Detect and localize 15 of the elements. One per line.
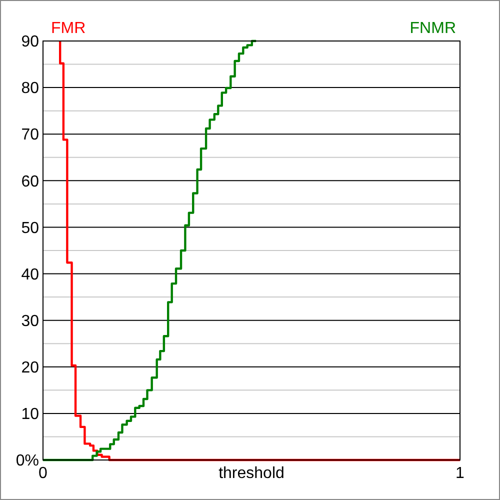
y-tick-label: 90 (21, 34, 40, 51)
y-tick-label: 20 (21, 359, 40, 376)
y-tick-label: 10 (21, 406, 40, 424)
y-tick-label: 60 (21, 173, 40, 190)
y-tick-label: 80 (21, 80, 40, 98)
y-tick-label: 0% (16, 452, 39, 470)
x-tick-label: 0 (38, 465, 48, 482)
series-label: FMR (51, 20, 86, 37)
y-tick-label: 70 (21, 126, 40, 144)
x-axis-title: threshold (218, 465, 284, 482)
text: FNMR (410, 20, 456, 37)
y-tick-label: 40 (21, 266, 40, 284)
x-tick-label: 1 (456, 465, 465, 482)
y-tick-label: 50 (21, 220, 40, 237)
y-tick-label: 30 (21, 312, 40, 330)
